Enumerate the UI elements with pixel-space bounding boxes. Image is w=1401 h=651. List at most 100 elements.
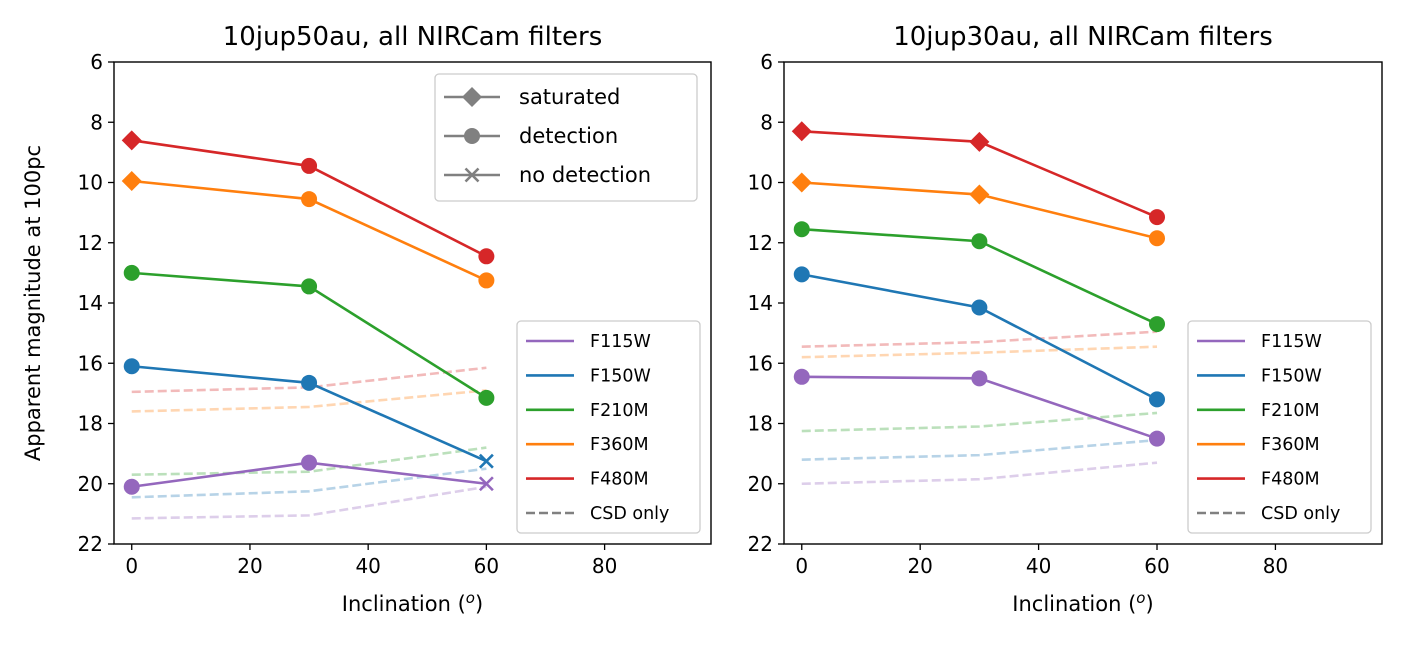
data-point-f360m [1149, 230, 1166, 247]
filter-legend-box [516, 320, 701, 534]
data-point-f480m [121, 130, 142, 151]
x-axis-label-end: ) [1145, 592, 1153, 616]
data-point-f150w [478, 453, 494, 469]
x-axis-label-end: ) [475, 592, 483, 616]
data-point-f210m [793, 221, 810, 238]
marker-legend-label: no detection [519, 163, 651, 187]
filter-legend-label: CSD only [590, 504, 669, 524]
filter-legend-label: F210M [1261, 401, 1320, 421]
marker-legend-label: detection [519, 124, 618, 148]
x-tick-label: 0 [125, 554, 138, 578]
x-axis-label-main: Inclination ( [342, 592, 466, 616]
data-point-f360m [301, 191, 318, 208]
x-tick-label: 20 [237, 554, 262, 578]
y-tick-label: 14 [748, 291, 773, 315]
x-axis-label-main: Inclination ( [1012, 592, 1136, 616]
filter-legend-box [1187, 320, 1372, 534]
data-point-f360m [969, 184, 990, 205]
x-axis-label: Inclination (o) [1012, 589, 1153, 616]
marker-legend-label: saturated [519, 85, 620, 109]
marker-legend-box [434, 73, 698, 202]
filter-legend-label: F480M [1261, 470, 1320, 490]
data-point-f150w [793, 266, 810, 283]
plot-area [121, 130, 495, 520]
csd-line-f115w [131, 485, 487, 520]
y-tick-label: 18 [748, 412, 773, 436]
x-marker-icon [464, 167, 480, 183]
data-point-f150w [1149, 391, 1166, 408]
filter-legend: F115W F150W F210M F360M F480M CSD only [1187, 320, 1372, 534]
data-point-f480m [478, 248, 495, 265]
chart-title: 10jup30au, all NIRCam filters [893, 22, 1273, 52]
filter-legend-label: F480M [590, 470, 649, 490]
data-point-f210m [1149, 316, 1166, 333]
csd-line-f210m [801, 411, 1158, 433]
y-tick-label: 6 [90, 50, 103, 74]
filter-legend-label: CSD only [1261, 504, 1340, 524]
y-tick-label: 12 [78, 231, 103, 255]
y-tick-label: 8 [760, 110, 773, 134]
axes-frame [113, 61, 712, 545]
marker-legend: saturated detection no detection [434, 73, 698, 202]
x-tick-label: 60 [1144, 554, 1169, 578]
y-axis-label: Apparent magnitude at 100pc [21, 145, 45, 461]
csd-line-f360m [801, 345, 1158, 359]
data-point-f115w [123, 478, 140, 495]
filter-legend-label: F210M [590, 401, 649, 421]
x-tick-label: 60 [474, 554, 499, 578]
circle-marker-icon [464, 128, 480, 144]
chart-panel-1: 10jup50au, all NIRCam filters 0 20 40 60 80 6 8… [21, 22, 712, 616]
y-tick-label: 22 [78, 532, 103, 556]
data-point-f150w [971, 299, 988, 316]
data-point-f360m [121, 170, 142, 191]
y-tick-label: 10 [748, 171, 773, 195]
data-point-f115w [793, 368, 810, 385]
y-tick-label: 18 [78, 412, 103, 436]
x-tick-label: 40 [1026, 554, 1051, 578]
x-axis-label-sup: o [466, 589, 475, 607]
y-tick-label: 12 [748, 231, 773, 255]
data-point-f210m [123, 264, 140, 281]
data-point-f115w [478, 476, 494, 492]
y-tick-label: 10 [78, 171, 103, 195]
filter-legend-label: F115W [1261, 332, 1322, 352]
y-tick-label: 22 [748, 532, 773, 556]
filter-legend-label: F115W [590, 332, 651, 352]
filter-legend: F115W F150W F210M F360M F480M CSD only [516, 320, 701, 534]
data-point-f150w [301, 374, 318, 391]
x-tick-label: 20 [907, 554, 932, 578]
axes-frame [783, 61, 1383, 545]
diamond-marker-icon [462, 87, 482, 107]
filter-legend-label: F360M [590, 435, 649, 455]
data-point-f210m [301, 278, 318, 295]
filter-legend-label: F150W [590, 366, 651, 386]
y-tick-label: 16 [748, 351, 773, 375]
x-tick-label: 80 [592, 554, 617, 578]
x-tick-label: 80 [1263, 554, 1288, 578]
x-tick-label: 0 [795, 554, 808, 578]
data-point-f210m [971, 233, 988, 250]
csd-line-f150w [131, 467, 487, 499]
data-point-f480m [969, 131, 990, 152]
plot-area [791, 121, 1166, 486]
data-point-f115w [971, 370, 988, 387]
data-point-f480m [1149, 209, 1166, 226]
data-point-f115w [1149, 430, 1166, 447]
filter-legend-label: F150W [1261, 366, 1322, 386]
y-tick-label: 20 [748, 472, 773, 496]
y-tick-label: 6 [760, 50, 773, 74]
data-point-f480m [791, 121, 812, 142]
x-axis-label-sup: o [1136, 589, 1145, 607]
data-point-f115w [301, 454, 318, 471]
data-point-f360m [791, 172, 812, 193]
csd-line-f360m [131, 389, 487, 413]
y-tick-label: 20 [78, 472, 103, 496]
csd-line-f480m [801, 330, 1158, 348]
chart-title: 10jup50au, all NIRCam filters [223, 22, 603, 52]
csd-line-f150w [801, 438, 1158, 461]
x-tick-label: 40 [355, 554, 380, 578]
data-point-f210m [478, 389, 495, 406]
chart-panel-2: 10jup30au, all NIRCam filters 0 20 40 60 80 6 8… [748, 22, 1383, 616]
data-point-f150w [123, 358, 140, 375]
csd-line-f115w [801, 461, 1158, 486]
